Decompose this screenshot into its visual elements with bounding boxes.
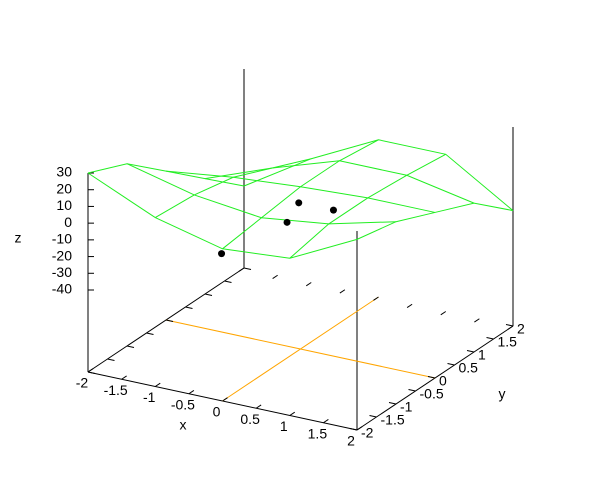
y-tick xyxy=(486,337,494,340)
surface-row xyxy=(204,160,475,204)
x-tick xyxy=(289,411,296,416)
x-tick-label: 0.5 xyxy=(240,411,260,427)
data-point xyxy=(295,199,303,207)
z-tick-label: 20 xyxy=(56,180,72,196)
y-tick xyxy=(165,319,174,322)
data-point xyxy=(218,250,226,258)
x-tick xyxy=(440,311,447,316)
x-tick xyxy=(222,397,228,402)
surface-column xyxy=(356,202,514,240)
x-tick xyxy=(188,390,195,395)
surface-row xyxy=(165,170,436,213)
y-tick xyxy=(408,389,416,392)
data-point xyxy=(329,206,337,214)
y-tick xyxy=(243,267,252,270)
surface-column xyxy=(222,139,379,250)
z-tick-label: 10 xyxy=(56,197,72,213)
x-tick xyxy=(406,303,413,308)
y-tick-label: 1.5 xyxy=(498,334,518,350)
z-tick-label: -20 xyxy=(52,247,72,263)
surface-row xyxy=(87,172,358,259)
x-tick xyxy=(87,368,94,373)
x-tick-label: 0 xyxy=(213,404,221,420)
x-axis-label: x xyxy=(180,417,187,433)
x-tick xyxy=(255,404,262,409)
x-tick xyxy=(154,382,161,387)
z-tick-label: 30 xyxy=(56,164,72,180)
x-tick xyxy=(373,296,379,301)
z-tick-label: -10 xyxy=(52,231,72,247)
x-tick xyxy=(121,375,127,380)
y-zero-axis xyxy=(222,296,379,402)
y-tick-label: 0 xyxy=(439,373,447,389)
y-tick xyxy=(146,332,154,335)
y-tick xyxy=(185,306,193,309)
data-point xyxy=(283,218,291,226)
x-tick-label: 1.5 xyxy=(308,425,328,441)
x-tick-label: -0.5 xyxy=(171,396,195,412)
y-tick-label: 0.5 xyxy=(459,360,479,376)
x-tick-label: 2 xyxy=(347,433,355,449)
y-tick xyxy=(447,363,455,366)
y-tick-label: 1 xyxy=(478,347,486,363)
x-tick xyxy=(238,267,245,272)
y-tick xyxy=(466,350,475,353)
x-tick-label: -1.5 xyxy=(104,382,128,398)
x-tick xyxy=(323,419,329,424)
y-tick-label: -1 xyxy=(400,399,413,415)
x-tick xyxy=(507,325,514,330)
y-axis-label: y xyxy=(499,386,506,402)
y-tick xyxy=(369,415,377,418)
x-tick-label: -2 xyxy=(76,375,89,391)
x-tick-label: 1 xyxy=(280,418,288,434)
x-tick xyxy=(474,318,480,323)
surface-column xyxy=(289,153,446,259)
y-tick xyxy=(505,324,514,327)
y-tick-label: -1.5 xyxy=(381,412,405,428)
surface-row xyxy=(126,163,397,225)
x-tick xyxy=(272,274,278,279)
x-tick xyxy=(339,289,346,294)
y-tick xyxy=(126,345,135,348)
y-tick xyxy=(87,371,96,374)
y-tick xyxy=(427,376,436,379)
y-tick-label: 2 xyxy=(517,321,525,337)
y-tick xyxy=(204,293,213,296)
surface-column xyxy=(87,163,245,187)
y-tick xyxy=(224,280,232,283)
z-tick-label: 0 xyxy=(64,214,72,230)
y-tick-label: -2 xyxy=(361,425,374,441)
x-tick-label: -1 xyxy=(143,389,156,405)
y-tick-label: -0.5 xyxy=(420,386,444,402)
y-tick xyxy=(388,402,397,405)
x-tick xyxy=(356,426,363,431)
y-tick xyxy=(107,358,115,361)
x-tick xyxy=(305,282,312,287)
z-tick-label: -30 xyxy=(52,264,72,280)
y-tick xyxy=(349,428,358,431)
z-tick-label: -40 xyxy=(52,281,72,297)
z-axis-label: z xyxy=(15,230,22,246)
surface-column xyxy=(154,158,312,219)
